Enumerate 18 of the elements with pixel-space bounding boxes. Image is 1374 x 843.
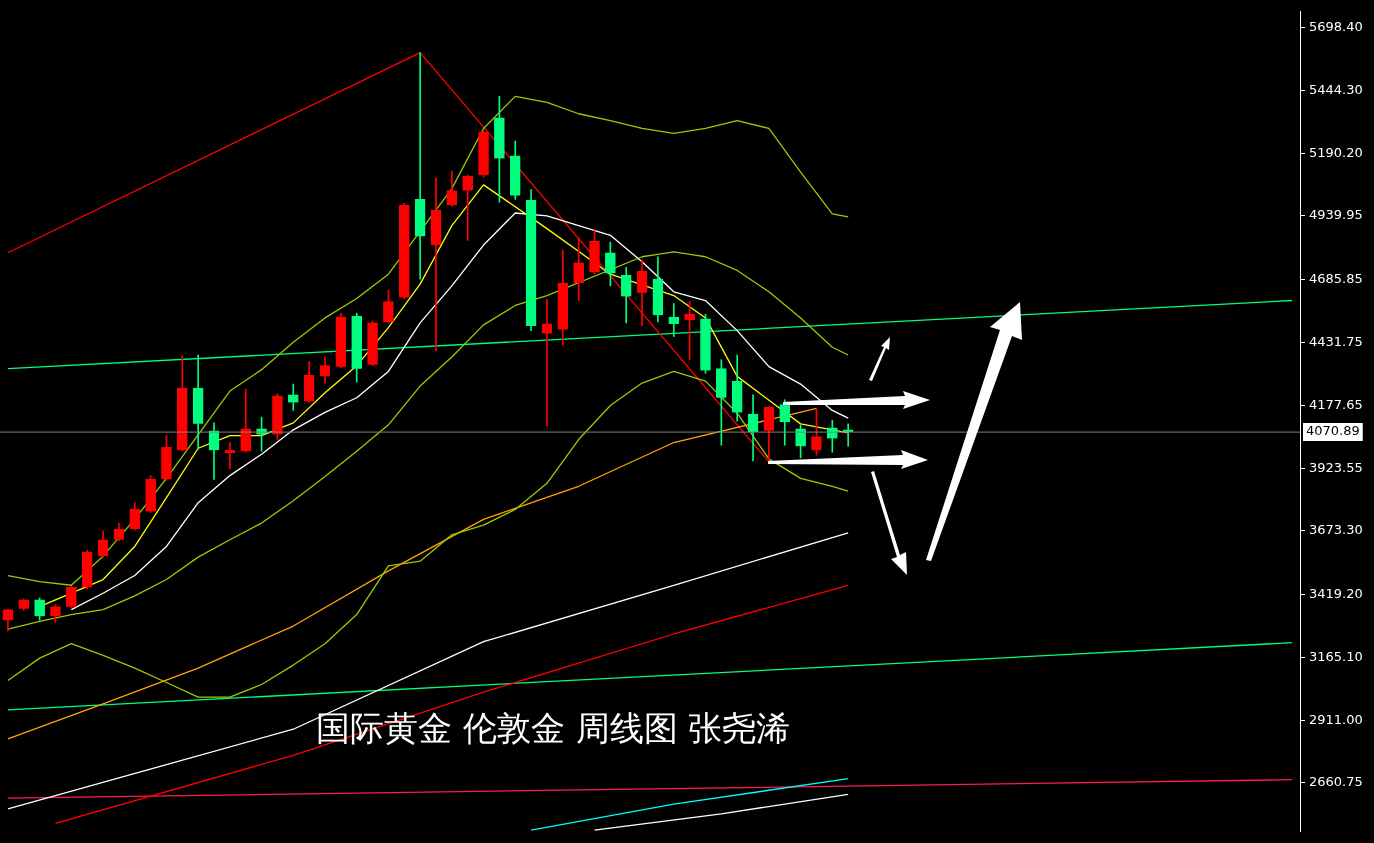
candlestick	[430, 177, 442, 352]
y-tick-label: 3419.20	[1309, 585, 1363, 601]
y-tick-label: 5190.20	[1309, 145, 1363, 161]
y-tick-label: 3673.30	[1309, 522, 1363, 538]
ref-line-label: 4070.89	[1306, 423, 1360, 439]
y-tick-label: 4685.85	[1309, 270, 1363, 286]
y-tick-label: 2660.75	[1309, 774, 1363, 790]
y-tick-label: 4431.75	[1309, 333, 1363, 349]
y-tick-label: 5698.40	[1309, 18, 1363, 34]
candlestick	[668, 303, 680, 337]
y-tick-label: 4939.95	[1309, 207, 1363, 223]
y-tick-label: 3165.10	[1309, 648, 1363, 664]
y-tick-label: 5444.30	[1309, 81, 1363, 97]
candlestick	[462, 174, 474, 241]
y-tick-label: 3923.55	[1309, 460, 1363, 476]
y-tick-label: 4177.65	[1309, 396, 1363, 412]
candlestick	[414, 52, 426, 280]
y-tick-label: 2911.00	[1309, 711, 1363, 727]
